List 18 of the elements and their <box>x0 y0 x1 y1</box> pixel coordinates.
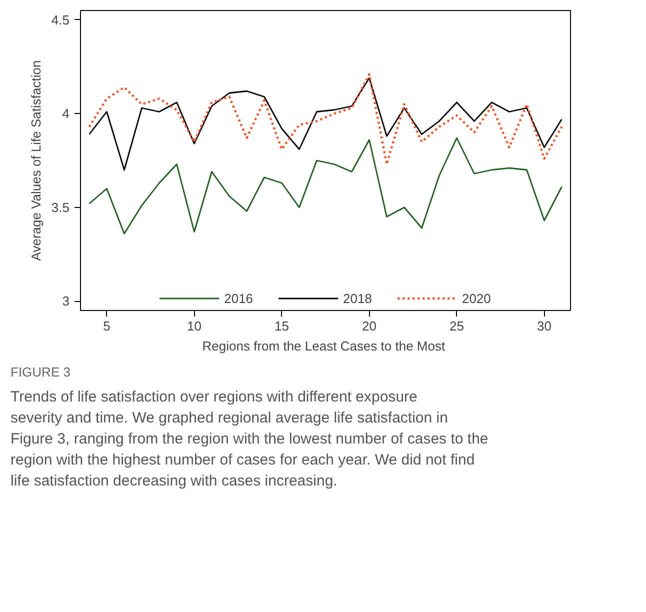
y-tick-label: 4.5 <box>51 12 70 28</box>
text: Trends of life satisfaction over regions with different exposure severity and time. We graphed regional average life satisfaction in Figure 3, ranging from the region with the lowest number of cases to the region with the highest number of cases for each year. We did not find life satisfaction decreasing with cases increasing. <box>10 388 488 490</box>
y-tick-label: 3 <box>62 294 70 309</box>
x-tick-label: 5 <box>103 318 110 334</box>
legend-label: 2020 <box>462 290 491 306</box>
y-tick-label: 4 <box>62 106 70 122</box>
line-series <box>88 137 562 234</box>
legend-label: 2018 <box>343 290 372 306</box>
caption: FIGURE 3 <box>10 364 70 380</box>
y-axis-title: Average Values of Life Satisfaction <box>28 60 44 261</box>
x-tick-label: 20 <box>362 318 376 334</box>
x-tick-label: 15 <box>274 318 289 334</box>
x-tick-label: 25 <box>450 318 464 334</box>
x-axis-title: Regions from the Least Cases to the Most <box>202 338 446 354</box>
legend-label: 2016 <box>224 290 254 306</box>
x-tick-label: 10 <box>187 318 202 334</box>
y-tick-label: 3.5 <box>51 200 70 215</box>
x-tick-label: 30 <box>537 318 552 334</box>
